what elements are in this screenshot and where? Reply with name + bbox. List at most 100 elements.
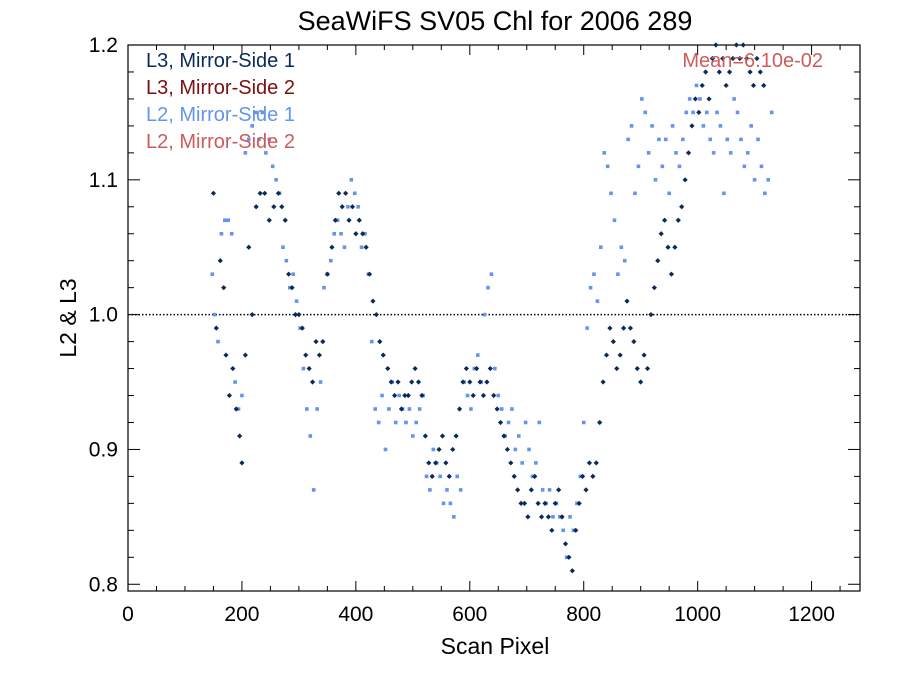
- data-point: [281, 245, 285, 250]
- y-axis-label: L2 & L3: [55, 278, 81, 357]
- data-point: [292, 312, 299, 318]
- data-point: [415, 379, 422, 385]
- legend-entry-l3-ms2: L3, Mirror-Side 2: [146, 77, 295, 99]
- data-point: [723, 82, 729, 89]
- data-point: [685, 150, 692, 156]
- data-point: [349, 204, 356, 210]
- data-point: [745, 151, 750, 155]
- data-point: [744, 55, 750, 62]
- data-point: [239, 460, 245, 466]
- data-point: [233, 380, 237, 384]
- data-point: [641, 352, 647, 358]
- data-point: [657, 137, 661, 142]
- data-point: [516, 434, 521, 438]
- data-point: [377, 338, 383, 345]
- data-point: [391, 392, 398, 399]
- data-point: [506, 420, 511, 425]
- data-point: [366, 271, 373, 277]
- data-point: [417, 407, 422, 411]
- data-point: [566, 554, 572, 560]
- data-point: [667, 191, 671, 196]
- data-point: [217, 258, 223, 264]
- data-point: [716, 69, 722, 75]
- data-point: [443, 460, 449, 466]
- data-point: [766, 178, 771, 182]
- data-point: [622, 258, 627, 263]
- data-point: [452, 515, 456, 519]
- data-point: [414, 420, 419, 425]
- data-point: [450, 446, 456, 453]
- data-point: [286, 271, 292, 277]
- data-point: [633, 191, 637, 196]
- data-point: [291, 272, 295, 276]
- data-point: [246, 244, 252, 250]
- data-point: [619, 245, 624, 250]
- data-point: [329, 244, 335, 250]
- data-point: [356, 204, 360, 209]
- data-point: [249, 312, 255, 318]
- data-point: [692, 96, 698, 102]
- data-point: [210, 272, 215, 276]
- data-point: [308, 434, 313, 438]
- data-point: [316, 352, 323, 358]
- data-point: [759, 164, 764, 169]
- data-point: [703, 69, 709, 75]
- data-point: [282, 217, 288, 223]
- data-point: [687, 97, 692, 101]
- data-point: [477, 379, 483, 385]
- data-point: [221, 285, 227, 291]
- data-point: [617, 352, 623, 358]
- data-point: [465, 393, 470, 398]
- data-point: [523, 420, 528, 425]
- data-point: [456, 406, 463, 412]
- data-point: [644, 365, 651, 372]
- data-point: [275, 190, 281, 196]
- data-point: [588, 285, 593, 290]
- data-point: [487, 365, 493, 372]
- data-point: [385, 365, 391, 372]
- data-point: [643, 110, 648, 115]
- data-point: [665, 244, 671, 250]
- data-point: [626, 137, 630, 142]
- data-point: [720, 55, 726, 62]
- data-point: [438, 474, 442, 479]
- data-point: [520, 461, 524, 465]
- data-point: [356, 217, 362, 223]
- data-point: [339, 204, 345, 210]
- data-point: [373, 407, 378, 411]
- data-point: [233, 406, 239, 412]
- data-point: [353, 231, 359, 237]
- data-point: [491, 392, 497, 399]
- data-point: [651, 285, 657, 291]
- data-point: [636, 164, 641, 169]
- data-point: [383, 447, 388, 452]
- data-points: [210, 42, 774, 574]
- data-point: [226, 392, 232, 399]
- data-point: [267, 137, 272, 142]
- data-point: [504, 446, 510, 453]
- data-point: [315, 407, 319, 411]
- data-point: [545, 514, 552, 520]
- data-point: [675, 217, 681, 223]
- data-point: [752, 178, 757, 182]
- data-point: [352, 191, 357, 196]
- data-point: [213, 325, 219, 331]
- data-point: [322, 285, 326, 290]
- data-point: [398, 406, 405, 412]
- data-point: [653, 178, 658, 182]
- data-point: [336, 190, 342, 196]
- data-point: [339, 231, 343, 236]
- data-point: [237, 433, 243, 439]
- data-point: [747, 69, 753, 75]
- data-point: [395, 379, 401, 385]
- x-axis-ticks: 0 200 400 600 800 1000 1200: [122, 45, 841, 626]
- data-point: [679, 204, 685, 210]
- data-point: [270, 164, 275, 169]
- data-point: [309, 379, 316, 385]
- data-point: [590, 473, 596, 480]
- data-point: [306, 365, 312, 372]
- data-point: [301, 366, 306, 371]
- data-point: [210, 190, 217, 196]
- data-point: [360, 231, 366, 237]
